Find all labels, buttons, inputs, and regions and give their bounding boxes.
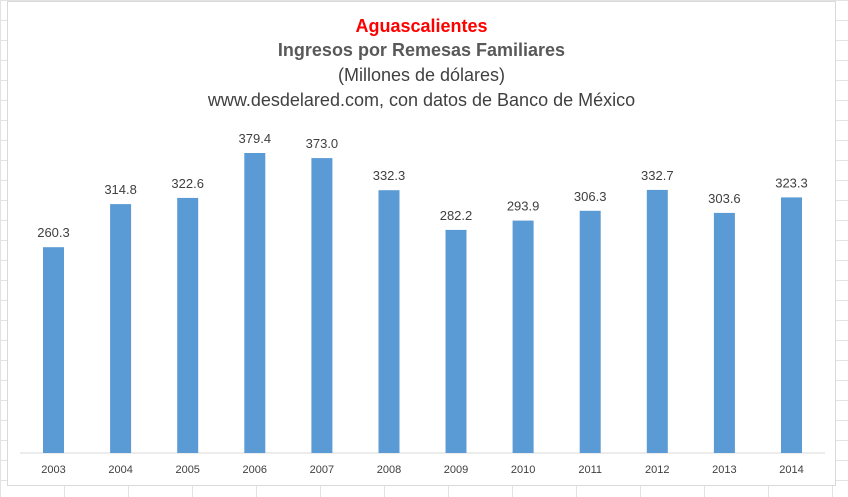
bar-chart-plot: 260.3 314.8 322.6 379.4 373.0 332.3 282.2 293.9… (20, 131, 825, 476)
data-label-2004: 314.8 (104, 182, 137, 197)
chart-titles: Aguascalientes Ingresos por Remesas Fami… (8, 14, 835, 113)
x-tick-label-2009: 2009 (444, 464, 468, 476)
x-tick-label-2007: 2007 (310, 464, 334, 476)
x-axis-tick-labels: 2003 2004 2005 2006 2007 2008 2009 2010 2011 2012… (41, 464, 803, 476)
data-label-2013: 303.6 (708, 191, 741, 206)
bar-2008[interactable] (378, 190, 400, 453)
bar-2014[interactable] (781, 197, 802, 453)
bar-2006[interactable] (244, 153, 266, 453)
chart-area[interactable]: 260.3 314.8 322.6 379.4 373.0 332.3 282.2 293.9… (7, 1, 836, 486)
bar-2007[interactable] (311, 158, 333, 453)
x-tick-label-2003: 2003 (41, 464, 65, 476)
x-tick-label-2008: 2008 (377, 464, 401, 476)
bar-2004[interactable] (110, 204, 132, 453)
data-label-2008: 332.3 (373, 168, 406, 183)
x-tick-label-2012: 2012 (645, 464, 669, 476)
data-label-2014: 323.3 (775, 175, 808, 190)
bar-2012[interactable] (646, 189, 668, 453)
data-label-2006: 379.4 (239, 131, 272, 146)
bar-2003[interactable] (43, 247, 64, 453)
x-tick-label-2004: 2004 (108, 464, 132, 476)
bar-2005[interactable] (177, 197, 199, 453)
x-tick-label-2010: 2010 (511, 464, 535, 476)
data-label-2012: 332.7 (641, 168, 674, 183)
chart-unit-line: (Millones de dólares) (337, 65, 506, 85)
x-tick-label-2005: 2005 (175, 464, 199, 476)
data-labels: 260.3 314.8 322.6 379.4 373.0 332.3 282.2 293.9… (37, 131, 808, 240)
x-tick-label-2006: 2006 (243, 464, 267, 476)
bar-2010[interactable] (512, 220, 534, 453)
data-label-2010: 293.9 (507, 199, 540, 214)
bar-series (43, 153, 802, 453)
data-label-2011: 306.3 (574, 189, 607, 204)
x-tick-label-2011: 2011 (578, 464, 602, 476)
x-tick-label-2013: 2013 (712, 464, 736, 476)
bar-2011[interactable] (579, 210, 601, 453)
chart-title: Aguascalientes (355, 16, 488, 36)
data-label-2007: 373.0 (306, 136, 339, 151)
x-tick-label-2014: 2014 (779, 464, 803, 476)
chart-source-line: www.desdelared.com, con datos de Banco d… (207, 90, 636, 110)
data-label-2009: 282.2 (440, 208, 473, 223)
data-label-2005: 322.6 (171, 176, 204, 191)
chart-subtitle: Ingresos por Remesas Familiares (277, 40, 566, 60)
bar-2009[interactable] (445, 229, 467, 453)
data-label-2003: 260.3 (37, 225, 70, 240)
bar-2013[interactable] (713, 212, 735, 453)
